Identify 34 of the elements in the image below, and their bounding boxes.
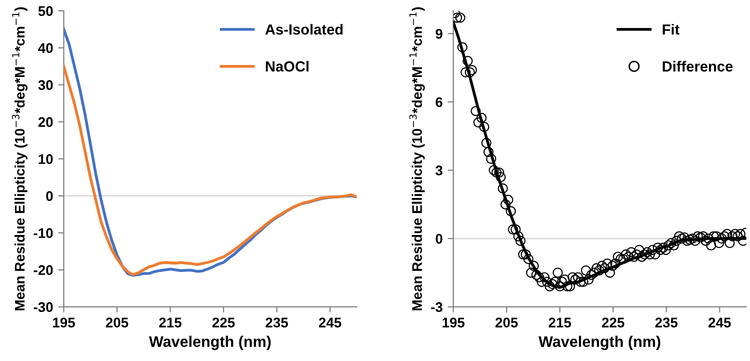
x-axis-title: Wavelength (nm)	[148, 336, 271, 350]
x-tick-label: 205	[495, 318, 518, 328]
y-axis-title: Mean Residue Ellipticity (10$^{−3}$*deg*M$^{−1}$*cm$^{−1}$)	[409, 7, 425, 310]
x-tick-label: 225	[212, 318, 235, 328]
y-tick-label: -30	[34, 302, 53, 312]
y-axis-title: Mean Residue Ellipticity (10$^{−3}$*deg*M$^{−1}$*cm$^{−1}$)	[12, 7, 28, 310]
x-axis-title: Wavelength (nm)	[538, 336, 660, 350]
y-tick-label: 10	[38, 154, 53, 164]
y-tick-label: 0	[46, 191, 53, 202]
legend-label: NaOCl	[266, 60, 308, 72]
legend-label: Fit	[662, 24, 680, 35]
y-tick-label: 3	[436, 166, 442, 176]
y-tick-label: 50	[38, 6, 53, 16]
x-tick-label: 235	[655, 318, 678, 328]
x-tick-label: 235	[266, 318, 288, 328]
y-tick-label: 40	[38, 43, 53, 53]
x-tick-label: 245	[318, 318, 342, 328]
y-tick-label: -10	[34, 228, 53, 238]
legend-label: As-Isolated	[265, 24, 343, 35]
x-tick-label: 245	[708, 318, 731, 328]
x-tick-label: 215	[159, 318, 182, 328]
y-tick-label: -3	[431, 302, 442, 312]
x-tick-label: 195	[442, 318, 465, 328]
x-tick-label: 205	[106, 318, 128, 328]
x-tick-label: 225	[602, 318, 624, 328]
y-tick-label: 0	[436, 234, 442, 244]
y-tick-label: 20	[38, 117, 53, 128]
y-tick-label: 9	[436, 28, 442, 39]
x-tick-label: 215	[548, 318, 572, 328]
y-tick-label: 30	[38, 80, 53, 90]
legend-label: Difference	[662, 60, 733, 72]
y-tick-label: -20	[34, 265, 53, 276]
x-tick-label: 195	[53, 318, 75, 328]
y-tick-label: 6	[436, 97, 442, 108]
